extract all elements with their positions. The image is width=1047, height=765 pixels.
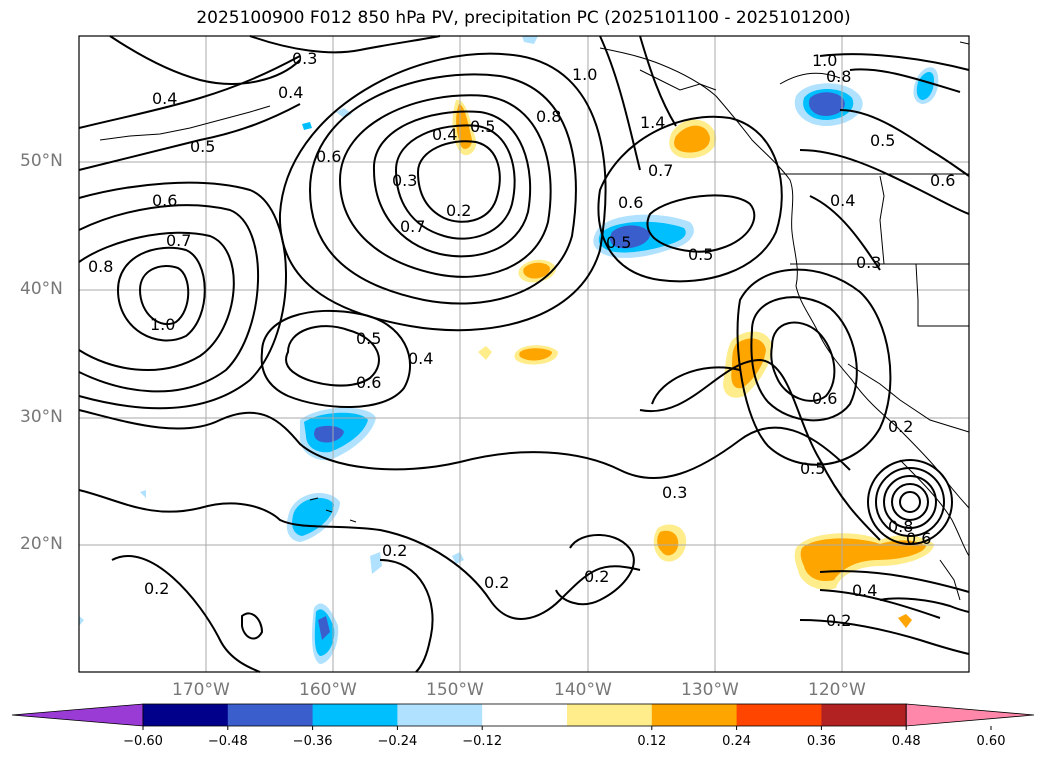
contour-label: 0.8 (88, 257, 113, 276)
colorbar-tick-label: −0.24 (377, 734, 418, 749)
contour-label: 0.3 (662, 483, 687, 502)
contour-label: 1.4 (640, 113, 665, 132)
colorbar-segment (651, 704, 738, 726)
contour-label: 0.2 (144, 579, 169, 598)
lat-label: 50°N (20, 151, 63, 171)
contour-label: 0.6 (356, 373, 381, 392)
contour-label: 0.6 (812, 389, 837, 408)
colorbar-tick-label: 0.24 (722, 734, 752, 749)
colorbar-tick-label: 0.12 (637, 734, 667, 749)
contour-label: 0.6 (930, 171, 955, 190)
contour-label: 0.2 (484, 573, 509, 592)
gridlines (79, 36, 969, 672)
contour-label: 0.7 (166, 231, 191, 250)
contour-label: 0.4 (152, 89, 177, 108)
colorbar-segment (227, 704, 314, 726)
contour-label: 0.6 (152, 191, 177, 210)
contour-label: 0.8 (826, 67, 851, 86)
contour-label: 0.8 (888, 517, 913, 536)
contour-label: 0.3 (392, 171, 417, 190)
contour-label: 0.7 (648, 161, 673, 180)
map-frame (78, 35, 970, 673)
lon-label: 120°W (808, 680, 866, 700)
colorbar-tick-label: 0.60 (976, 734, 1006, 749)
colorbar-tick-label: −0.36 (292, 734, 333, 749)
contour-label: 1.0 (150, 315, 175, 334)
contour-label: 0.5 (470, 117, 495, 136)
contour-label: 0.3 (292, 49, 317, 68)
colorbar-extend-low (11, 703, 144, 727)
lon-label: 130°W (681, 680, 739, 700)
contour-label: 1.0 (812, 51, 837, 70)
map-title: 2025100900 F012 850 hPa PV, precipitatio… (196, 8, 851, 28)
lat-label: 20°N (20, 534, 63, 554)
pv-contours (78, 35, 970, 673)
colorbar-tick-label: 0.48 (891, 734, 921, 749)
colorbar-tick-label: 0.36 (806, 734, 836, 749)
colorbar-frame (142, 703, 907, 727)
contour-label: 0.5 (356, 329, 381, 348)
contour-label: 0.7 (400, 217, 425, 236)
contour-label: 0.4 (408, 349, 433, 368)
contour-label: 0.6 (618, 193, 643, 212)
contour-label: 0.4 (278, 83, 303, 102)
lon-label: 140°W (554, 680, 612, 700)
contour-label: 0.6 (906, 529, 931, 548)
contour-label: 0.4 (830, 191, 855, 210)
colorbar-segment (736, 704, 822, 726)
contour-label: 0.2 (446, 201, 471, 220)
lat-label: 40°N (20, 279, 63, 299)
colorbar-tick-label: −0.48 (207, 734, 248, 749)
precip-shading (79, 36, 939, 664)
colorbar (11, 703, 1035, 730)
colorbar-tick-label: −0.12 (462, 734, 503, 749)
contour-label: 0.5 (800, 459, 825, 478)
contour-label: 0.2 (888, 417, 913, 436)
colorbar-segment (397, 704, 483, 726)
contour-label: 0.6 (316, 147, 341, 166)
contour-label: 0.2 (826, 611, 851, 630)
colorbar-extend-high (905, 703, 1035, 727)
colorbar-segment (312, 704, 398, 726)
contour-label: 0.5 (190, 137, 215, 156)
colorbar-segment (567, 704, 653, 726)
contour-label: 0.5 (870, 131, 895, 150)
contour-label: 0.4 (852, 581, 877, 600)
colorbar-segment (143, 704, 229, 726)
contour-label: 0.2 (382, 541, 407, 560)
contour-label: 0.8 (536, 107, 561, 126)
lon-label: 170°W (172, 680, 230, 700)
contour-label: 1.0 (572, 65, 597, 84)
lon-label: 150°W (426, 680, 484, 700)
contour-label: 0.2 (584, 567, 609, 586)
colorbar-segment (821, 704, 907, 726)
colorbar-tick-label: −0.60 (123, 734, 163, 749)
contour-label: 0.5 (688, 245, 713, 264)
contour-label: 0.4 (432, 125, 457, 144)
colorbar-segment (482, 704, 568, 726)
contour-label: 0.5 (606, 233, 631, 252)
contour-label-group: 0.3 0.4 0.4 0.5 0.6 0.4 0.5 0.3 0.2 0.7 … (88, 49, 955, 630)
lon-label: 160°W (299, 680, 357, 700)
contour-label: 0.3 (856, 253, 881, 272)
lat-label: 30°N (20, 407, 63, 427)
